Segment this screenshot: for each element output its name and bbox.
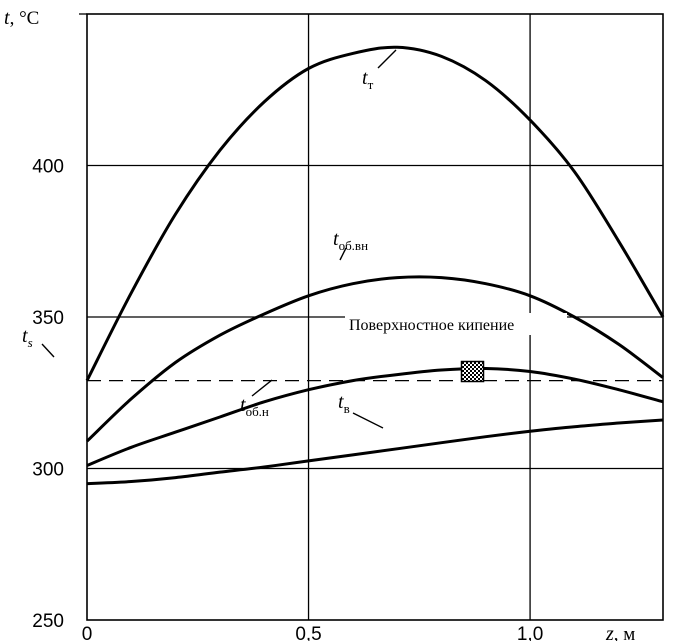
y-axis-label: t, °C	[4, 7, 39, 29]
x-tick-label: 1,0	[517, 624, 543, 641]
annotation-background	[345, 313, 567, 335]
series-line-t-ob-n	[86, 366, 664, 467]
series-line-t-ob-vn	[85, 275, 664, 443]
y-tick-label: 400	[32, 157, 64, 178]
y-tick-label: 250	[32, 611, 64, 632]
leader-line-t-v	[352, 412, 384, 429]
series-curves	[85, 45, 665, 486]
tick-labels: 250 300 350 400 0 0,5 1,0	[32, 157, 543, 641]
series-label-t-ob-n: tоб.н	[240, 394, 269, 419]
leader-line-t-s	[41, 343, 55, 358]
y-tick-label: 300	[32, 460, 64, 481]
leader-line-t-ob-vn	[339, 247, 347, 261]
series-line-t-v	[86, 418, 664, 486]
leader-line-t-ob-n	[251, 379, 273, 397]
x-tick-label: 0,5	[295, 624, 321, 641]
x-axis-label: z, м	[605, 623, 635, 641]
annotation-text: Поверхностное кипение	[349, 317, 514, 334]
x-tick-label: 0	[82, 624, 93, 641]
series-line-t-t	[85, 45, 665, 382]
series-label-t-ob-vn: tоб.вн	[333, 228, 368, 253]
y-tick-label: 350	[32, 308, 64, 329]
series-label-t-v: tв	[338, 391, 350, 416]
reference-label-t-s: ts	[22, 325, 33, 350]
leader-line-t-t	[377, 49, 397, 69]
series-label-t-t: tт	[362, 67, 374, 92]
boiling-marker	[460, 360, 485, 383]
